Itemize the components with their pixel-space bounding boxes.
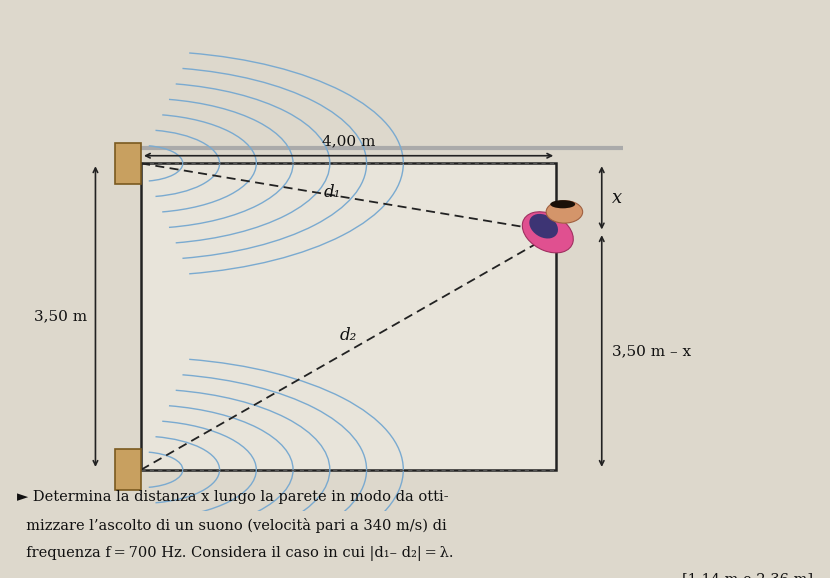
Ellipse shape [530, 214, 558, 239]
Text: 4,00 m: 4,00 m [322, 134, 375, 148]
Text: mizzare l’ascolto di un suono (velocità pari a 340 m/s) di: mizzare l’ascolto di un suono (velocità … [17, 518, 447, 533]
Text: d₁: d₁ [324, 184, 340, 201]
Text: d₂: d₂ [340, 327, 357, 344]
Text: [1,14 m e 2,36 m]: [1,14 m e 2,36 m] [682, 572, 813, 578]
Bar [141, 164, 556, 470]
Text: ► Determina la distanza x lungo la parete in modo da otti-: ► Determina la distanza x lungo la paret… [17, 490, 448, 504]
Text: frequenza f = 700 Hz. Considera il caso in cui |d₁– d₂| = λ.: frequenza f = 700 Hz. Considera il caso … [17, 546, 453, 561]
Ellipse shape [550, 200, 575, 208]
Ellipse shape [522, 212, 574, 253]
Bar [115, 449, 141, 490]
Bar [115, 143, 141, 184]
Text: 3,50 m – x: 3,50 m – x [612, 344, 691, 358]
Circle shape [546, 201, 583, 223]
Text: 3,50 m: 3,50 m [34, 310, 87, 324]
Text: x: x [612, 189, 622, 207]
